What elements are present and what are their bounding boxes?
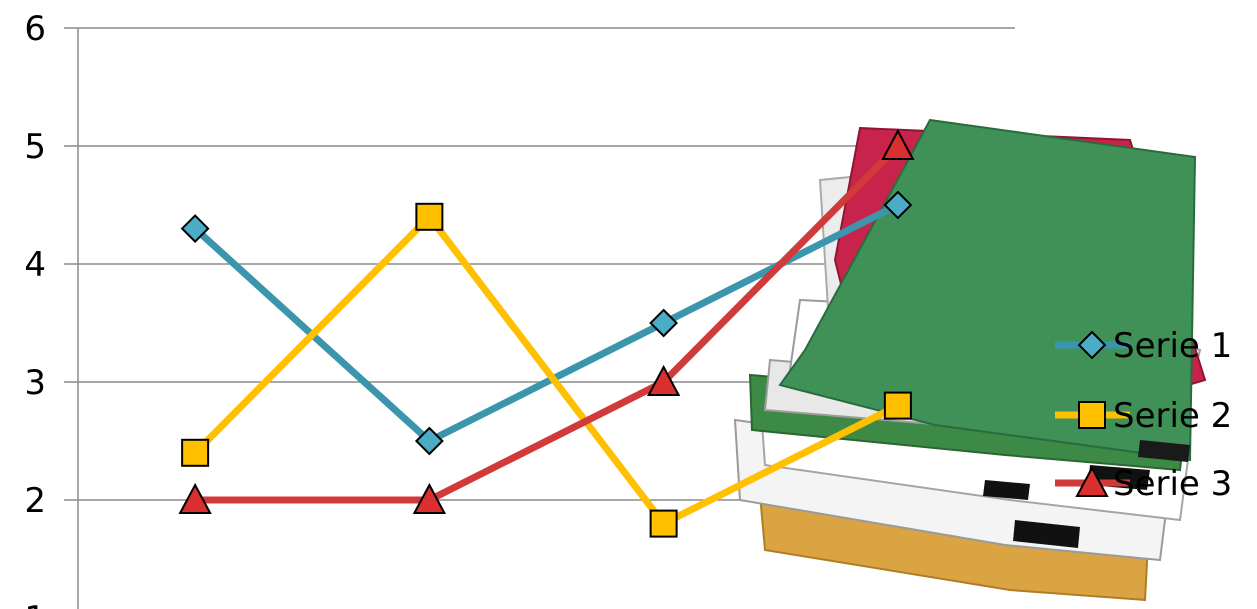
data-point-series-1 [883,190,913,220]
data-point-series-2 [181,438,210,467]
y-tick-label: 1 [24,599,46,609]
y-tick-label: 3 [24,363,46,403]
series-markers [178,128,915,538]
data-point-series-1 [649,308,679,338]
series-line-3 [195,143,901,504]
data-point-series-3 [178,482,212,514]
data-point-series-3 [412,482,447,514]
data-point-series-2 [415,202,444,231]
y-tick-label: 5 [24,127,46,167]
legend-label-3: Serie 3 [1113,464,1232,504]
data-point-series-3 [646,364,681,396]
data-point-series-2 [883,391,912,420]
legend-marker-2 [1078,401,1106,429]
data-point-series-3 [881,128,915,160]
legend: Serie 1 Serie 2 Serie 3 [1055,326,1232,504]
data-point-series-1 [414,426,444,456]
data-point-series-1 [180,214,210,244]
y-tick-label: 2 [24,481,46,521]
y-axis-tick-labels: 1 2 3 4 5 6 [24,9,46,609]
series-line-2 [192,213,900,528]
data-point-series-2 [649,509,678,538]
legend-marker-3 [1075,465,1109,497]
legend-marker-1 [1077,330,1107,360]
series-lines [192,143,901,528]
legend-label-1: Serie 1 [1113,326,1232,366]
y-tick-label: 4 [24,245,46,285]
legend-label-2: Serie 2 [1113,396,1232,436]
y-tick-label: 6 [24,9,46,49]
